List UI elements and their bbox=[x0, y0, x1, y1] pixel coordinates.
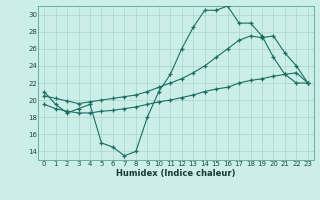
X-axis label: Humidex (Indice chaleur): Humidex (Indice chaleur) bbox=[116, 169, 236, 178]
